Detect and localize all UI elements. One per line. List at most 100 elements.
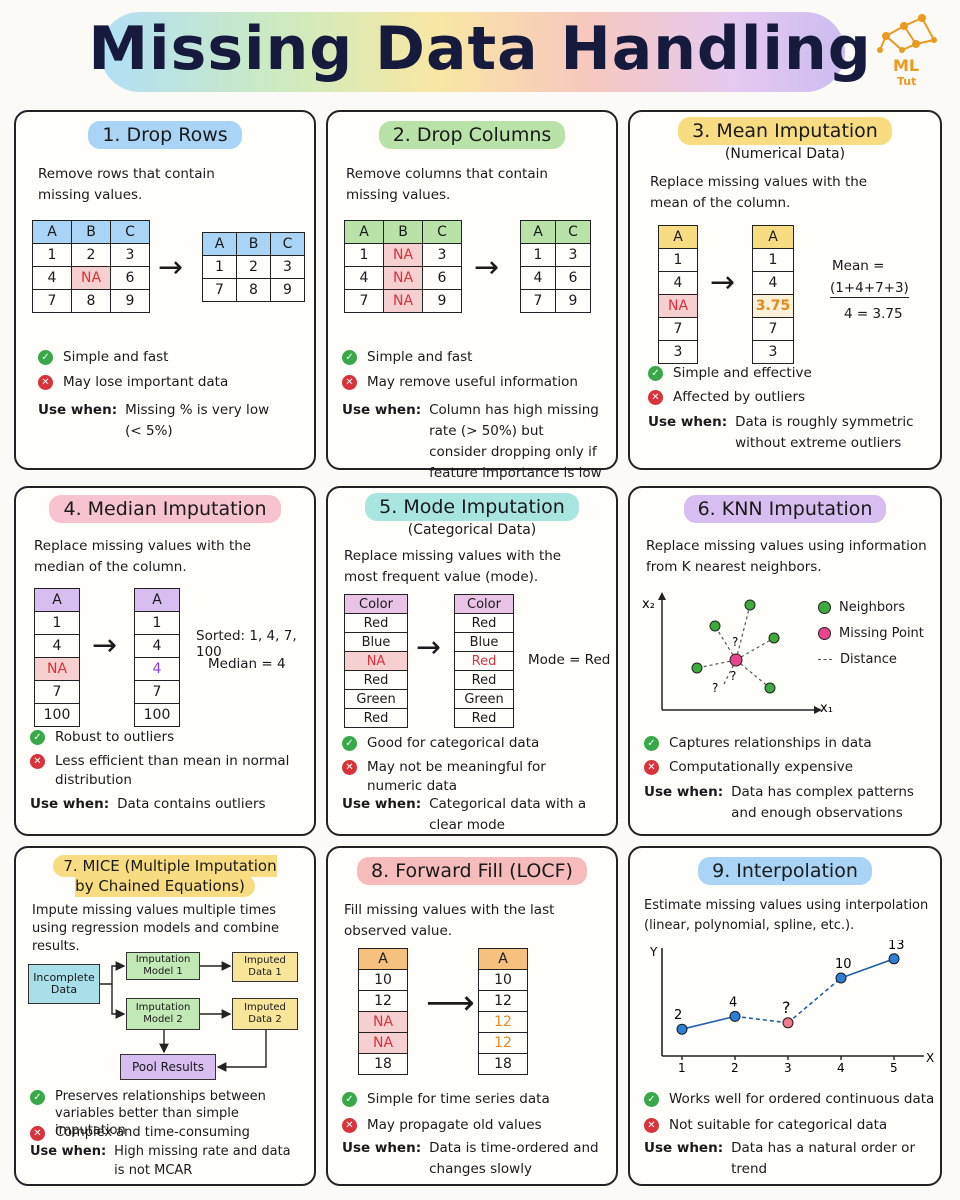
con-item: ✕ Computationally expensive xyxy=(644,758,853,777)
card-description: Replace missing values with the mean of … xyxy=(650,174,868,211)
header-cell: B xyxy=(383,220,423,244)
check-icon: ✓ xyxy=(644,1092,659,1107)
use-when: Use when: Data contains outliers xyxy=(30,796,266,812)
missing-cell: NA xyxy=(658,294,698,318)
header-cell: A xyxy=(34,588,80,612)
missing-point xyxy=(729,653,743,667)
cell: 3 xyxy=(752,340,794,364)
imputed-cell: 4 xyxy=(134,657,180,681)
con-item: ✕ May propagate old values xyxy=(342,1116,542,1135)
card-knn-imputation: 6. KNN Imputation Replace missing values… xyxy=(628,486,942,836)
y-axis-label: x₂ xyxy=(642,597,655,612)
legend-item-neighbors: Neighbors xyxy=(818,598,905,617)
x-icon: ✕ xyxy=(644,760,659,775)
cell: 1 xyxy=(520,243,556,267)
imputation-model-2-box: Imputation Model 2 xyxy=(126,998,200,1030)
cell: 100 xyxy=(34,703,80,727)
card-description: Estimate missing values using interpolat… xyxy=(644,898,929,933)
use-when: Use when: High missing rate and data is n… xyxy=(30,1144,291,1178)
imputation-model-1-box: Imputation Model 1 xyxy=(126,952,200,980)
missing-cell: NA xyxy=(71,266,111,290)
cell: Red xyxy=(344,613,408,633)
header: Missing Data Handling ML Tut xyxy=(0,0,960,105)
cell: 6 xyxy=(422,266,462,290)
header-cell: B xyxy=(71,220,111,244)
before-table: Color Red Blue NA Red Green Red xyxy=(344,594,408,728)
cell: Blue xyxy=(344,632,408,652)
neighbor-point xyxy=(764,682,776,694)
card-description: Fill missing values with the last observ… xyxy=(344,902,555,939)
arrow-right-icon: → xyxy=(710,265,736,300)
cell: 8 xyxy=(236,278,271,302)
cell: 2 xyxy=(71,243,111,267)
x-icon: ✕ xyxy=(342,760,357,775)
logo-subtext: Tut xyxy=(897,75,917,88)
header-cell: C xyxy=(270,232,305,256)
card-title: 5. Mode Imputation xyxy=(365,493,579,521)
cell: 4 xyxy=(658,271,698,295)
before-table: A 1 4 NA 7 3 xyxy=(658,225,698,364)
cell: 1 xyxy=(134,611,180,635)
cell: 12 xyxy=(358,990,408,1012)
series-line-segment xyxy=(734,1015,789,1024)
y-axis-label: Y xyxy=(649,945,658,959)
card-title: 9. Interpolation xyxy=(698,857,872,885)
con-item: ✕ May lose important data xyxy=(38,373,228,392)
cell: 7 xyxy=(344,289,384,313)
card-title: 4. Median Imputation xyxy=(49,495,281,523)
card-title: 1. Drop Rows xyxy=(88,121,242,149)
use-when: Use when: Data has complex patterns and e… xyxy=(644,784,914,821)
mode-value: Mode = Red xyxy=(528,652,611,668)
check-icon: ✓ xyxy=(342,736,357,751)
cell: 18 xyxy=(478,1053,528,1075)
cell: 7 xyxy=(32,289,72,313)
cell: 9 xyxy=(422,289,462,313)
card-forward-fill: 8. Forward Fill (LOCF) Fill missing valu… xyxy=(326,846,618,1186)
arrow-right-icon: ⟶ xyxy=(426,983,475,1023)
cell: 1 xyxy=(752,248,794,272)
page-title: Missing Data Handling xyxy=(88,14,872,84)
x-tick-label: 2 xyxy=(731,1061,739,1074)
x-icon: ✕ xyxy=(30,754,45,769)
mean-formula-result: 4 = 3.75 xyxy=(844,306,903,322)
cell: Blue xyxy=(454,632,514,652)
header-cell: A xyxy=(520,220,556,244)
data-point xyxy=(888,953,900,965)
pool-results-box: Pool Results xyxy=(120,1054,216,1080)
missing-cell: NA xyxy=(358,1011,408,1033)
distance-lines xyxy=(696,604,775,689)
cell: 7 xyxy=(752,317,794,341)
card-mode-imputation: 5. Mode Imputation (Categorical Data) Re… xyxy=(326,486,618,836)
use-when: Use when: Column has high missing rate (>… xyxy=(342,402,602,481)
card-subtitle: (Numerical Data) xyxy=(724,146,846,162)
cell: 4 xyxy=(520,266,556,290)
arrow-right-icon: → xyxy=(158,250,184,285)
pro-item: ✓ Preserves relationships between variabl… xyxy=(30,1088,310,1139)
cell: 4 xyxy=(134,634,180,658)
x-icon: ✕ xyxy=(30,1126,45,1141)
neighbor-point xyxy=(744,599,756,611)
check-icon: ✓ xyxy=(38,350,53,365)
cell: 7 xyxy=(658,317,698,341)
x-tick-label: 3 xyxy=(784,1061,792,1074)
x-tick-label: 5 xyxy=(890,1061,898,1074)
dashed-line-icon xyxy=(818,659,832,660)
check-icon: ✓ xyxy=(648,366,663,381)
card-title: 2. Drop Columns xyxy=(378,121,566,149)
cell: 8 xyxy=(71,289,111,313)
x-tick-label: 4 xyxy=(837,1061,845,1074)
x-icon: ✕ xyxy=(342,1118,357,1133)
use-when: Use when: Data is time-ordered and change… xyxy=(342,1140,599,1177)
x-tick-label: 1 xyxy=(678,1061,686,1074)
title-highlight xyxy=(100,12,845,92)
use-when: Use when: Categorical data with a clear m… xyxy=(342,796,587,833)
missing-cell: NA xyxy=(383,266,423,290)
cell: 1 xyxy=(202,255,237,279)
series-line-segment xyxy=(681,1015,736,1030)
legend-item-missing: Missing Point xyxy=(818,624,924,643)
interpolation-chart: Y X 1 2 2 4 3? 4 10 5 13 xyxy=(649,940,934,1074)
cell: 100 xyxy=(134,703,180,727)
